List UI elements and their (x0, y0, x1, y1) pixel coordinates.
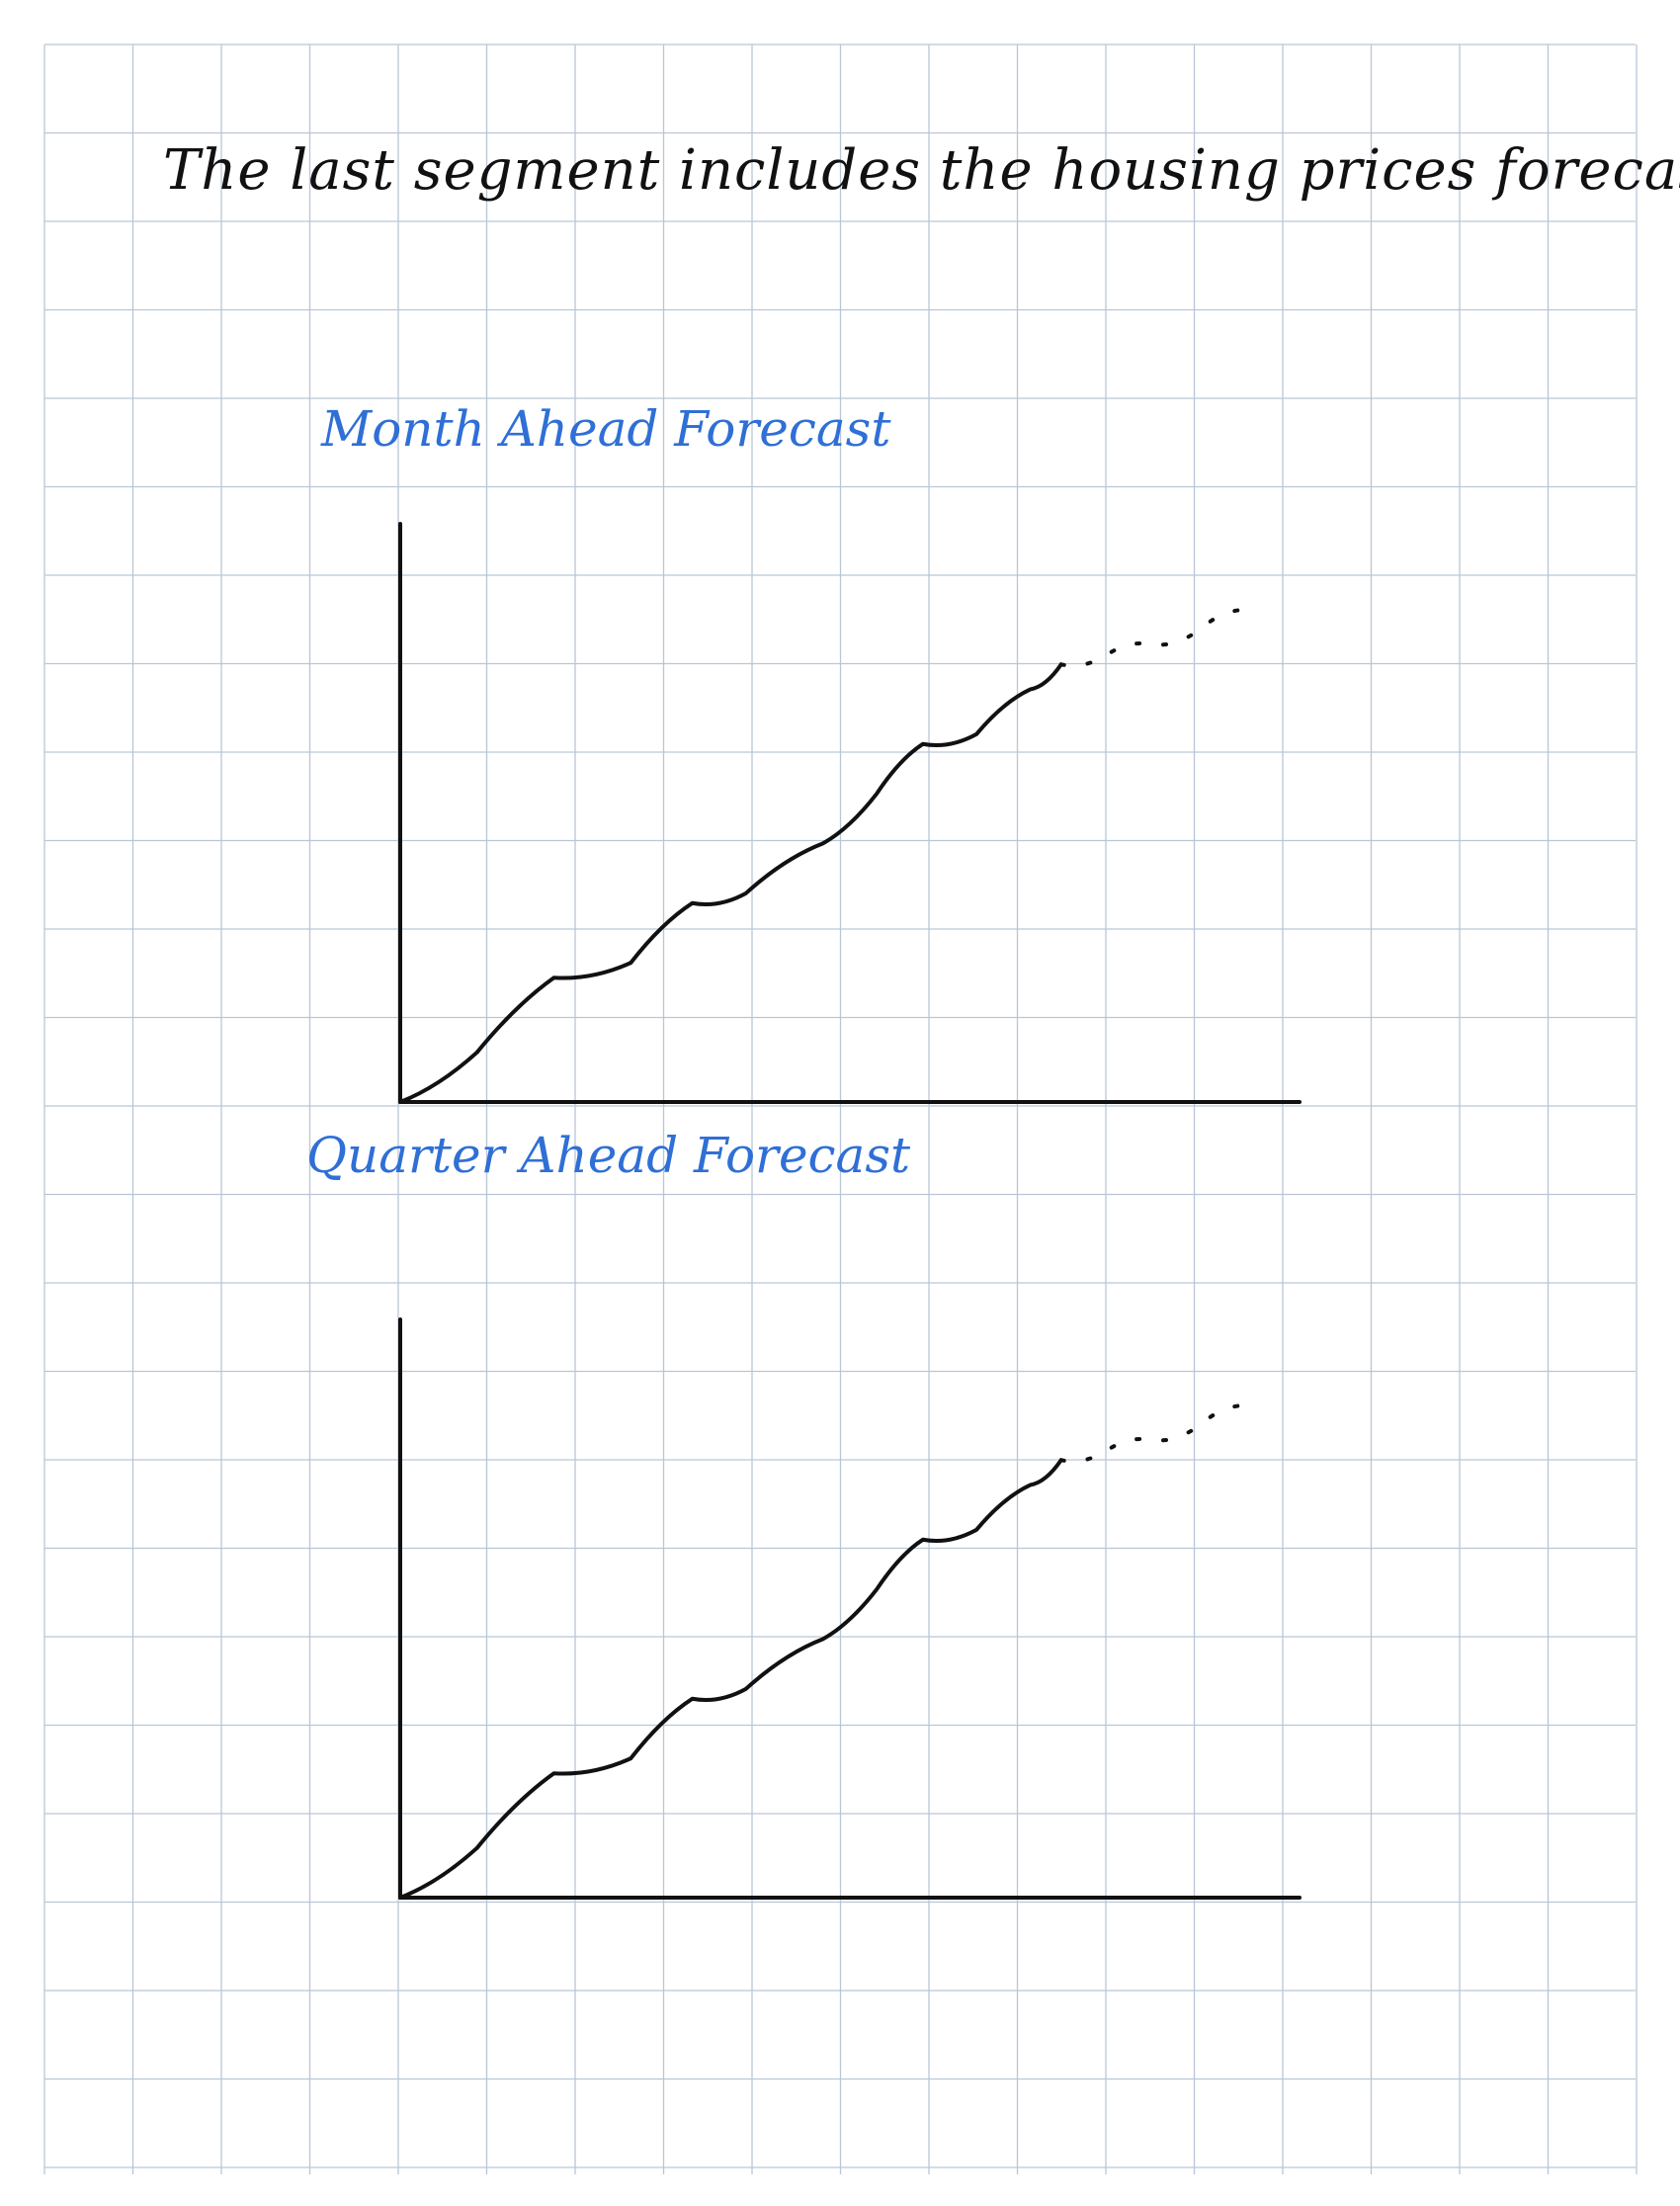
page-heading: The last segment includes the housing pr… (163, 138, 1680, 203)
quarter-ahead-chart-title: Quarter Ahead Forecast (306, 1127, 911, 1184)
month-ahead-chart-title: Month Ahead Forecast (321, 400, 891, 458)
